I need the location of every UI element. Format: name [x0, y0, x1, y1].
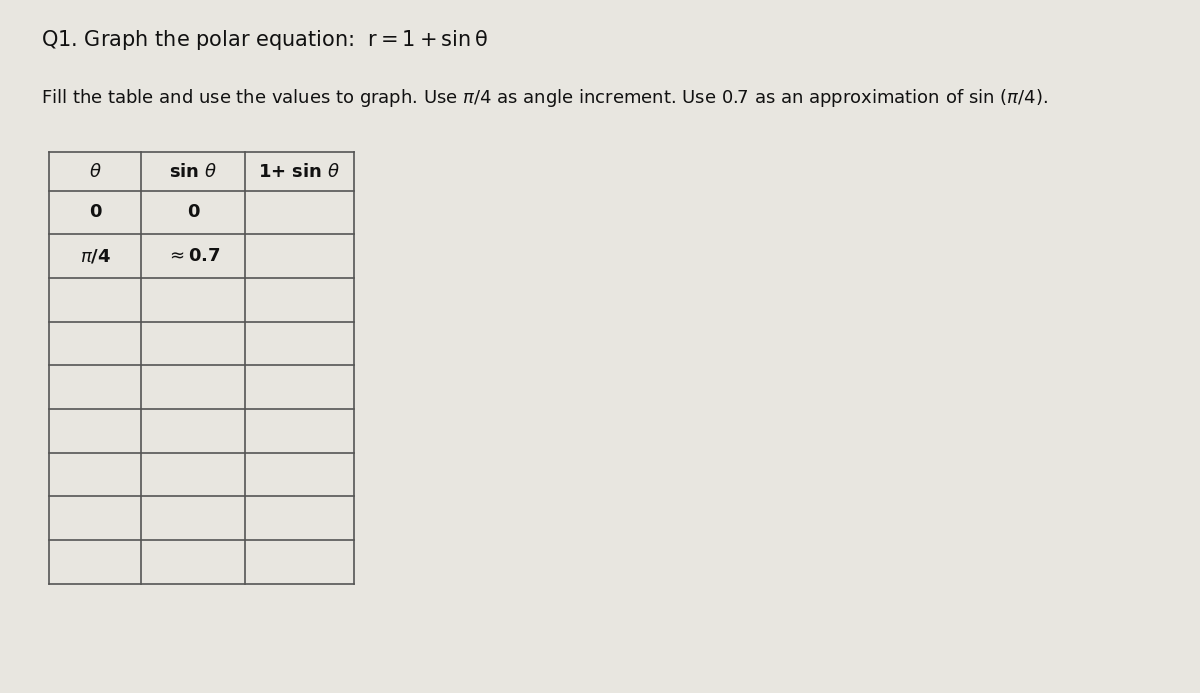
Text: 0: 0: [187, 204, 199, 221]
Text: Fill the table and use the values to graph. Use $\pi$/4 as angle increment. Use : Fill the table and use the values to gra…: [41, 87, 1048, 109]
Text: $\approx$0.7: $\approx$0.7: [166, 247, 221, 265]
Text: $\pi$/4: $\pi$/4: [79, 247, 110, 265]
Text: sin $\theta$: sin $\theta$: [169, 163, 217, 180]
Text: 1+ sin $\theta$: 1+ sin $\theta$: [258, 163, 341, 180]
Text: Q1. Graph the polar equation:  $\mathrm{r = 1+ sin\,\theta}$: Q1. Graph the polar equation: $\mathrm{r…: [41, 28, 488, 52]
Text: $\theta$: $\theta$: [89, 163, 102, 180]
Text: 0: 0: [89, 204, 102, 221]
